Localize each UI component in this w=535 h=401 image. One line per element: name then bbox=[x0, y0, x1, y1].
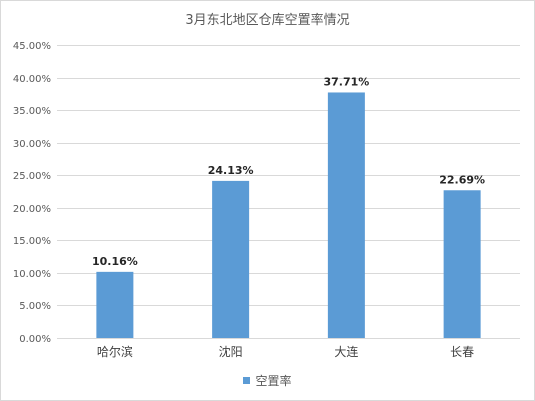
bar-3 bbox=[327, 92, 365, 338]
data-labels: 10.16% 24.13% 37.71% 22.69% bbox=[92, 75, 485, 267]
data-label-4: 22.69% bbox=[439, 173, 485, 186]
y-tick-label: 0.00% bbox=[19, 334, 51, 345]
y-tick-label: 15.00% bbox=[13, 236, 51, 247]
category-label-1: 哈尔滨 bbox=[97, 344, 133, 359]
category-label-2: 沈阳 bbox=[219, 344, 243, 359]
y-tick-label: 45.00% bbox=[13, 41, 51, 52]
bar-2 bbox=[212, 180, 250, 338]
data-label-1: 10.16% bbox=[92, 255, 138, 268]
y-tick-label: 20.00% bbox=[13, 204, 51, 215]
y-tick-label: 40.00% bbox=[13, 74, 51, 85]
y-tick-label: 30.00% bbox=[13, 139, 51, 150]
x-axis-categories: 哈尔滨 沈阳 大连 长春 bbox=[97, 344, 474, 359]
legend-swatch bbox=[243, 377, 251, 384]
y-tick-label: 25.00% bbox=[13, 171, 51, 182]
y-tick-label: 35.00% bbox=[13, 106, 51, 117]
bar-4 bbox=[443, 190, 481, 338]
y-tick-label: 10.00% bbox=[13, 269, 51, 280]
bar-1 bbox=[96, 271, 134, 338]
legend-label: 空置率 bbox=[255, 374, 292, 388]
y-axis-ticks: 0.00% 5.00% 10.00% 15.00% 20.00% 25.00% 30.00%… bbox=[13, 41, 51, 345]
gridlines bbox=[57, 45, 520, 339]
legend: 空置率 bbox=[0, 372, 535, 389]
bars bbox=[96, 92, 481, 338]
data-label-3: 37.71% bbox=[323, 75, 369, 88]
category-label-3: 大连 bbox=[334, 344, 358, 359]
category-label-4: 长春 bbox=[450, 345, 474, 359]
y-tick-label: 5.00% bbox=[19, 301, 51, 312]
data-label-2: 24.13% bbox=[208, 164, 254, 177]
chart-title: 3月东北地区仓库空置率情况 bbox=[185, 13, 350, 28]
